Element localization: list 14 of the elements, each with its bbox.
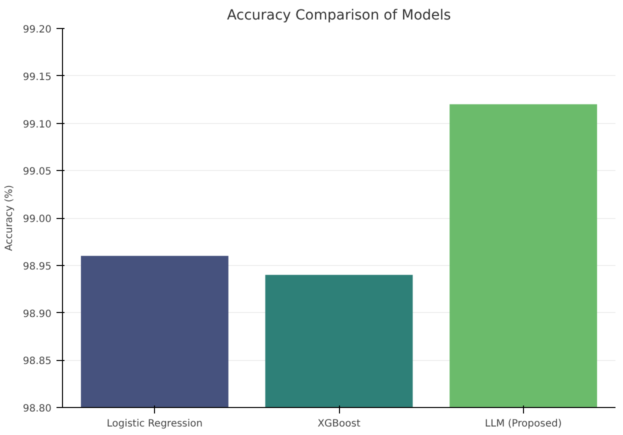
y-tick-label: 99.05: [22, 166, 52, 178]
y-tick-label: 99.20: [22, 24, 52, 36]
y-tick-label: 99.15: [22, 72, 52, 83]
y-tick-label: 99.10: [22, 119, 52, 130]
x-tick-label: XGBoost: [318, 418, 360, 430]
y-tick-label: 98.85: [22, 356, 52, 368]
x-tick-label: LLM (Proposed): [484, 418, 562, 430]
chart-title: Accuracy Comparison of Models: [227, 8, 451, 24]
y-tick-label: 99.00: [22, 214, 52, 225]
y-tick-label: 98.80: [22, 404, 52, 414]
y-axis-title: Accuracy (%): [4, 184, 15, 252]
x-tick-label: Logistic Regression: [106, 418, 203, 430]
y-tick-label: 98.90: [22, 308, 52, 320]
y-tick-label: 98.95: [22, 261, 52, 272]
